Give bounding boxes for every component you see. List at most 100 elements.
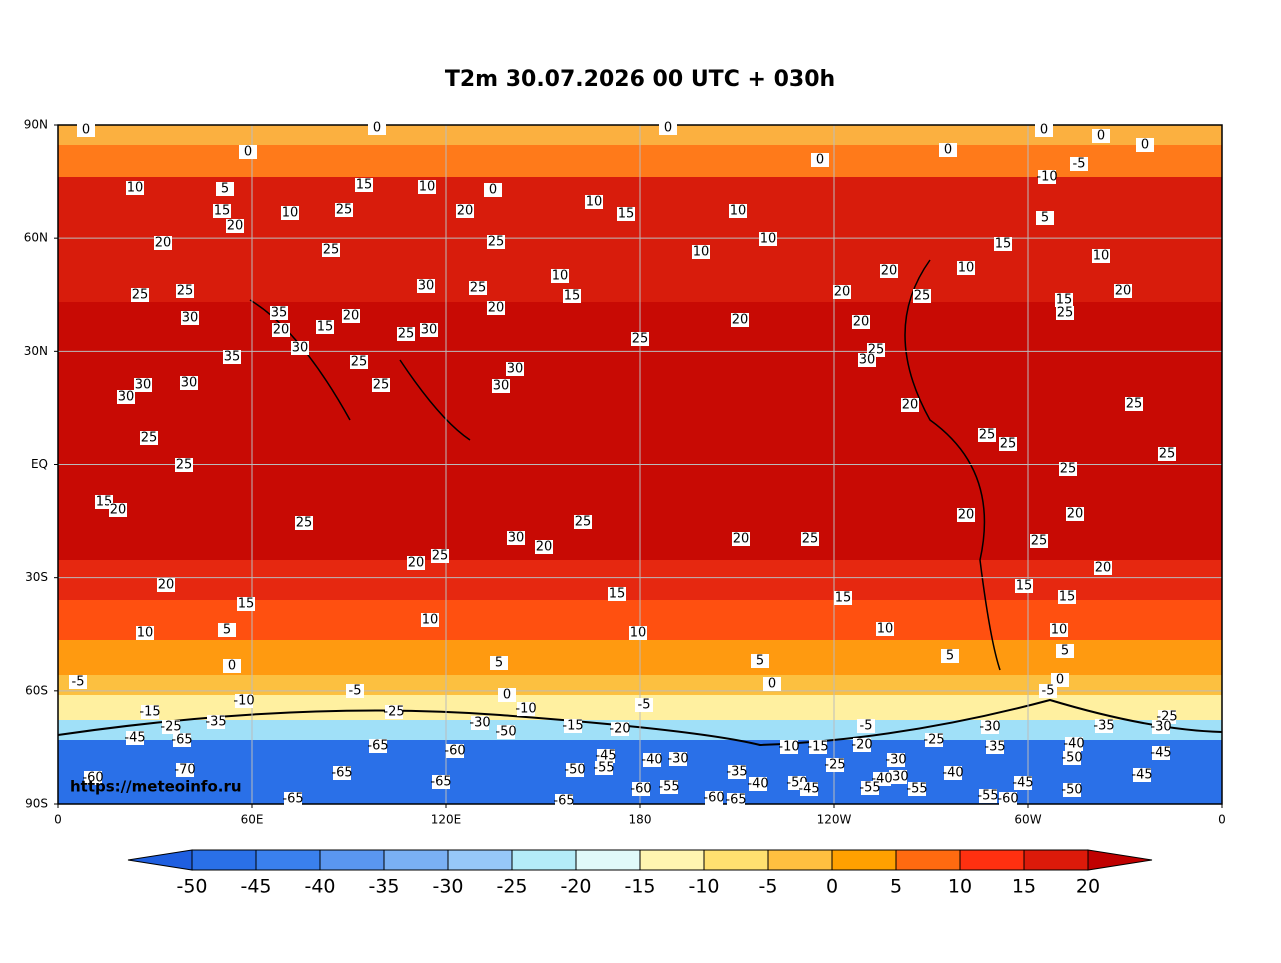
contour-label-bg [335,203,353,217]
contour-label-bg [729,204,747,218]
contour-label-bg [759,232,777,246]
contour-label: -65 [553,794,574,809]
contour-label: -65 [171,733,192,748]
contour-label: 0 [664,121,672,136]
colorbar-label: 15 [1012,876,1036,898]
contour-label-bg [728,765,746,779]
lat-label: 90N [24,118,48,132]
contour-label: 25 [979,428,996,443]
contour-label: 30 [182,311,199,326]
colorbar-box [575,849,641,871]
contour-label: 25 [1057,306,1074,321]
colorbar-box [703,849,769,871]
contour-label-bg [181,311,199,325]
contour-label: 25 [336,203,353,218]
contour-label: -50 [564,763,585,778]
contour-label-bg [180,376,198,390]
contour-label: 25 [323,243,340,258]
contour-label: 20 [1067,507,1084,522]
contour-label: -30 [469,716,490,731]
contour-label-bg [1094,561,1112,575]
contour-label-bg [889,770,907,784]
contour-label: 5 [946,649,954,664]
contour-label-bg [176,763,194,777]
contour-label: 20 [227,219,244,234]
contour-label: 25 [1000,437,1017,452]
contour-label-bg [574,515,592,529]
contour-label: 5 [495,656,503,671]
contour-label: 0 [82,123,90,138]
contour-label: 25 [802,532,819,547]
contour-label-bg [1152,720,1170,734]
contour-label-bg [1035,123,1053,137]
colorbar-label: -10 [688,876,719,898]
contour-label-bg [1015,579,1033,593]
contour-label-bg [272,323,290,337]
contour-label: -25 [923,733,944,748]
contour-label: 15 [835,591,852,606]
contour-label-bg [109,503,127,517]
contour-label-bg [421,613,439,627]
contour-label: -50 [495,725,516,740]
contour-label-bg [223,350,241,364]
contour-label-bg [1063,783,1081,797]
contour-label: -10 [233,694,254,709]
colorbar-label: -20 [560,876,591,898]
contour-label-bg [939,143,957,157]
contour-label-bg [284,792,302,806]
contour-label: 20 [1115,284,1132,299]
contour-label-bg [1058,590,1076,604]
contour-label-bg [407,556,425,570]
contour-label: 25 [470,281,487,296]
colorbar-extension [127,849,193,871]
contour-label-bg [597,749,615,763]
contour-label-bg [497,725,515,739]
contour-label: 20 [1095,561,1112,576]
contour-label-bg [1036,211,1054,225]
contour-label-bg [1065,737,1083,751]
contour-label-bg [1152,746,1170,760]
contour-label-bg [705,791,723,805]
contour-label: 10 [586,195,603,210]
contour-label: 30 [859,353,876,368]
contour-label-bg [141,705,159,719]
contour-label: 5 [1041,211,1049,226]
contour-label-bg [1050,623,1068,637]
contour-label-bg [659,121,677,135]
lon-label: 60W [1014,813,1041,827]
contour-label: 30 [118,390,135,405]
contour-label-bg [1133,768,1151,782]
contour-label-bg [346,684,364,698]
contour-label: 25 [1159,447,1176,462]
contour-label-bg [1055,293,1073,307]
contour-label: 5 [223,623,231,638]
contour-label-bg [1092,129,1110,143]
colorbar-label: 10 [948,876,972,898]
contour-label-bg [887,753,905,767]
contour-label: 15 [96,495,113,510]
lon-label: 0 [54,813,62,827]
contour-label-bg [469,281,487,295]
contour-label: -50 [1061,783,1082,798]
contour-label: -55 [658,780,679,795]
contour-label: -20 [851,738,872,753]
contour-label-bg [643,753,661,767]
contour-label: 10 [730,204,747,219]
contour-label-bg [126,731,144,745]
colorbar-label: -30 [432,876,463,898]
contour-label: 25 [1060,462,1077,477]
contour-label-bg [291,341,309,355]
contour-label: -35 [1093,719,1114,734]
contour-label-bg [853,738,871,752]
contour-label: 25 [432,549,449,564]
contour-label: -20 [609,722,630,737]
contour-label-bg [566,763,584,777]
contour-label-bg [517,702,535,716]
contour-label: -65 [725,793,746,808]
contour-label-bg [631,332,649,346]
lat-label: 60S [25,683,48,697]
contour-label: -5 [349,684,362,699]
contour-label-bg [957,261,975,275]
contour-label: 10 [419,180,436,195]
